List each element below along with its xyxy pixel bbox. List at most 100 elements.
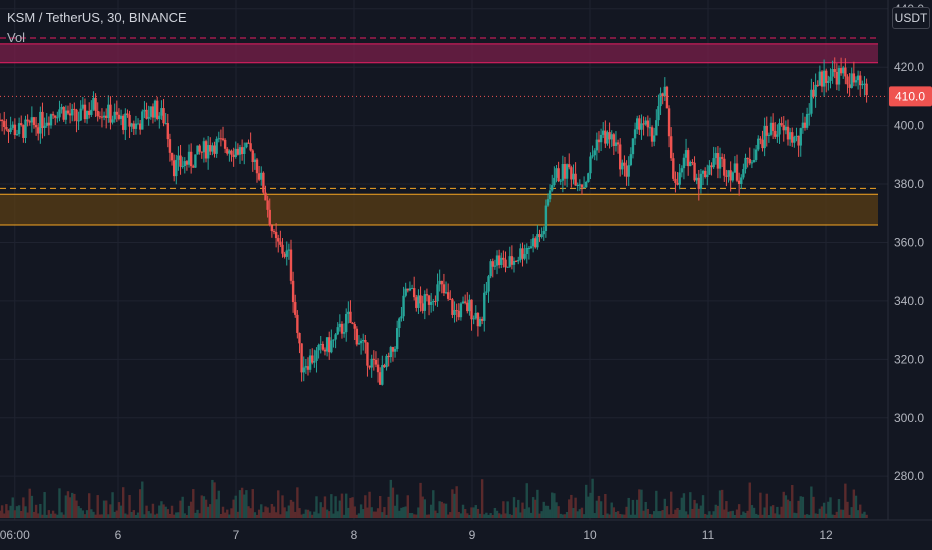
candle-body bbox=[636, 118, 639, 130]
candle-body bbox=[147, 116, 150, 119]
volume-bar bbox=[281, 495, 284, 518]
volume-bar bbox=[126, 514, 129, 518]
candle-body bbox=[340, 323, 344, 334]
candle-body bbox=[718, 157, 722, 169]
candle-body bbox=[521, 248, 524, 259]
volume-bar bbox=[187, 505, 191, 518]
volume-bar bbox=[827, 501, 830, 518]
candle-body bbox=[757, 138, 760, 150]
volume-bar bbox=[648, 513, 652, 518]
candle-body bbox=[474, 312, 477, 319]
volume-bar bbox=[368, 491, 371, 518]
volume-bar bbox=[436, 513, 439, 518]
symbol-title[interactable]: KSM / TetherUS, 30, BINANCE bbox=[7, 10, 187, 25]
candle-body bbox=[306, 366, 310, 370]
candle-body bbox=[160, 108, 163, 116]
volume-bar bbox=[15, 506, 19, 518]
volume-bar bbox=[529, 512, 533, 518]
volume-bar bbox=[49, 513, 53, 518]
candle-body bbox=[818, 71, 822, 86]
volume-bar bbox=[13, 510, 17, 518]
candle-body bbox=[765, 125, 768, 136]
volume-bar bbox=[226, 509, 229, 518]
candle-body bbox=[514, 260, 518, 262]
candle-body bbox=[323, 349, 327, 352]
volume-bar bbox=[534, 499, 537, 518]
candle-body bbox=[548, 190, 552, 200]
candle-body bbox=[642, 123, 645, 125]
candle-body bbox=[593, 150, 596, 156]
price-tick-label: 300.0 bbox=[894, 411, 924, 425]
candle-body bbox=[311, 355, 314, 363]
candle-body bbox=[75, 109, 78, 121]
volume-bar bbox=[504, 513, 507, 518]
candle-body bbox=[58, 109, 61, 118]
candle-body bbox=[455, 310, 458, 312]
volume-bar bbox=[0, 505, 4, 518]
volume-bar bbox=[684, 511, 688, 518]
candle-body bbox=[213, 145, 216, 154]
candle-body bbox=[387, 355, 390, 358]
volume-bar bbox=[172, 514, 176, 518]
candle-body bbox=[723, 158, 726, 176]
volume-bar bbox=[546, 505, 550, 518]
volume-bar bbox=[319, 502, 322, 518]
volume-bar bbox=[136, 512, 140, 518]
candle-body bbox=[563, 164, 567, 179]
price-axis[interactable]: 440.0420.0400.0380.0360.0340.0320.0300.0… bbox=[889, 2, 932, 483]
candle-body bbox=[754, 149, 758, 160]
candle-body bbox=[268, 209, 271, 226]
candle-body bbox=[145, 109, 148, 119]
grid bbox=[0, 0, 888, 520]
volume-bar bbox=[621, 514, 624, 518]
candle-body bbox=[181, 166, 184, 168]
candle-body bbox=[525, 247, 528, 255]
volume-bar bbox=[415, 514, 418, 518]
volume-bar bbox=[585, 484, 588, 518]
candle-body bbox=[223, 139, 227, 149]
candle-body bbox=[296, 314, 299, 333]
volume-bar bbox=[0, 510, 2, 518]
candle-body bbox=[408, 288, 412, 291]
volume-indicator-label[interactable]: Vol bbox=[7, 30, 26, 45]
volume-bar bbox=[846, 501, 849, 518]
volume-bar bbox=[221, 506, 225, 518]
volume-bar bbox=[393, 505, 397, 518]
candle-body bbox=[100, 116, 104, 118]
candle-body bbox=[410, 288, 414, 290]
candle-body bbox=[71, 108, 74, 116]
volume-bar bbox=[850, 507, 853, 518]
candle-body bbox=[850, 73, 853, 88]
candle-body bbox=[852, 73, 856, 83]
candle-body bbox=[0, 119, 4, 122]
currency-button[interactable]: USDT bbox=[892, 7, 930, 29]
candle-body bbox=[570, 167, 573, 180]
volume-bar bbox=[669, 491, 673, 518]
volume-bar bbox=[771, 505, 775, 518]
candle-body bbox=[691, 161, 694, 163]
candle-body bbox=[56, 117, 59, 119]
volume-bar bbox=[266, 507, 269, 518]
volume-bar bbox=[202, 496, 206, 518]
time-axis[interactable]: 06:00 6 7 8 9 10 11 12 bbox=[0, 528, 833, 542]
volume-bar bbox=[170, 505, 174, 518]
volume-bar bbox=[793, 512, 796, 518]
volume-bar bbox=[557, 506, 560, 518]
candle-body bbox=[837, 68, 841, 85]
volume-bar bbox=[576, 511, 579, 518]
candle-body bbox=[64, 110, 68, 120]
volume-bar bbox=[113, 511, 116, 518]
volume-bar bbox=[638, 489, 641, 518]
volume-bar bbox=[372, 511, 376, 518]
candle-body bbox=[472, 318, 475, 320]
candle-body bbox=[342, 332, 346, 334]
volume-bar bbox=[400, 507, 403, 518]
volume-bar bbox=[349, 497, 352, 518]
candle-body bbox=[659, 93, 662, 107]
candle-body bbox=[183, 161, 186, 167]
volume-bar bbox=[73, 493, 76, 518]
candle-body bbox=[561, 164, 565, 181]
volume-bar bbox=[784, 495, 788, 518]
volume-bar bbox=[260, 504, 263, 518]
